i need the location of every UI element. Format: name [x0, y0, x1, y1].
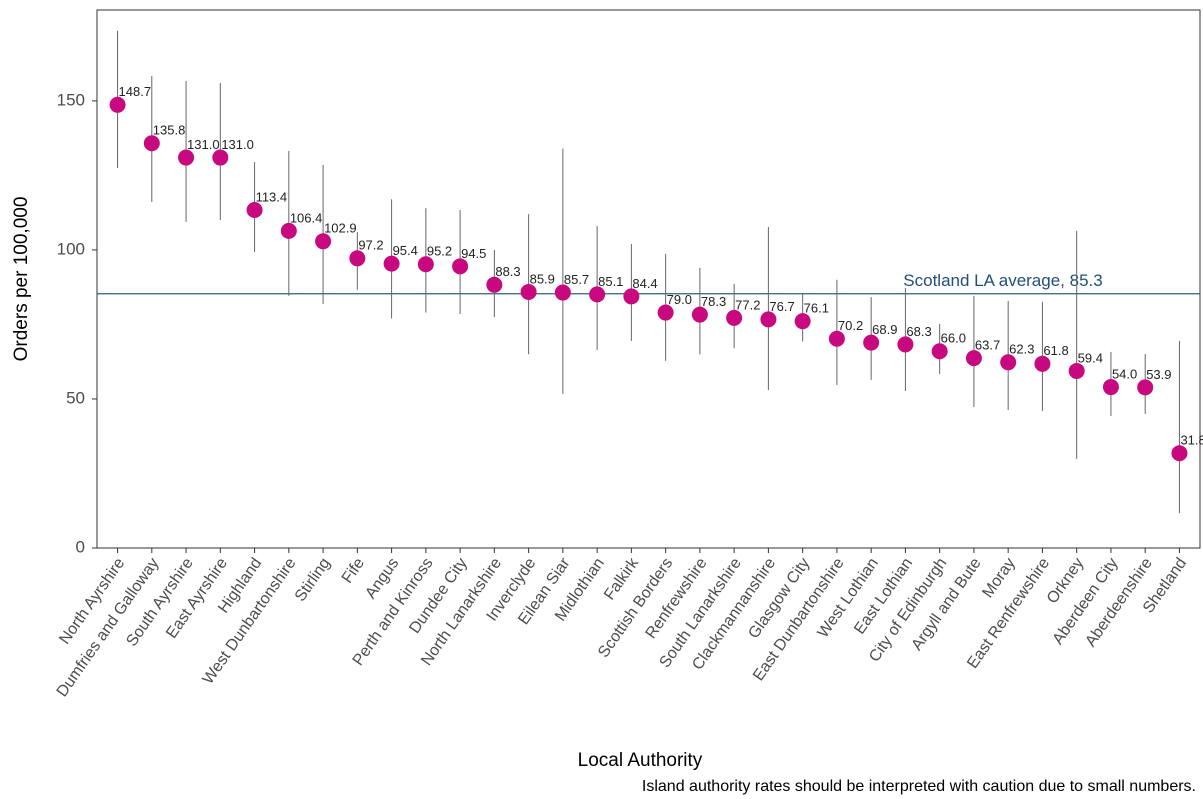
point: [1034, 355, 1051, 372]
point: [897, 336, 914, 353]
point: [1102, 379, 1119, 396]
point: [246, 201, 263, 218]
data-label: 59.4: [1078, 350, 1103, 365]
data-label: 94.5: [461, 246, 486, 261]
point: [486, 276, 503, 293]
data-label: 85.1: [598, 274, 623, 289]
data-label: 79.0: [667, 292, 692, 307]
data-label: 70.2: [838, 318, 863, 333]
data-label: 102.9: [324, 221, 357, 236]
data-label: 62.3: [1009, 342, 1034, 357]
data-label: 88.3: [495, 264, 520, 279]
data-label: 76.7: [769, 299, 794, 314]
point: [931, 343, 948, 360]
caption: Island authority rates should be interpr…: [642, 778, 1196, 795]
data-label: 53.9: [1146, 367, 1171, 382]
data-label: 77.2: [735, 297, 760, 312]
y-axis-title: Orders per 100,000: [11, 197, 32, 362]
data-label: 68.9: [872, 322, 897, 337]
point: [178, 149, 195, 166]
data-label: 78.3: [701, 294, 726, 309]
point: [1068, 362, 1085, 379]
y-tick-label: 150: [57, 90, 85, 109]
data-label: 148.7: [119, 84, 152, 99]
data-label: 61.8: [1043, 343, 1068, 358]
plot-border: [96, 9, 1201, 549]
point: [452, 258, 469, 275]
point: [554, 284, 571, 301]
point: [623, 288, 640, 305]
x-tick-label: Fife: [339, 555, 368, 587]
point: [1171, 445, 1188, 462]
point: [828, 330, 845, 347]
data-label: 84.4: [632, 276, 657, 291]
y-tick-label: 0: [76, 537, 85, 556]
data-label: 131.0: [187, 137, 220, 152]
point: [143, 135, 160, 152]
data-label: 95.2: [427, 244, 452, 259]
point: [315, 233, 332, 250]
y-tick-label: 100: [57, 239, 85, 258]
point: [863, 334, 880, 351]
data-label: 85.9: [530, 271, 555, 286]
point: [383, 255, 400, 272]
point: [520, 283, 537, 300]
data-label: 66.0: [941, 331, 966, 346]
point: [280, 222, 297, 239]
data-label: 131.0: [221, 137, 254, 152]
point: [1000, 354, 1017, 371]
data-label: 106.4: [290, 210, 323, 225]
x-tick-label: Stirling: [292, 555, 334, 605]
x-axis-title: Local Authority: [578, 750, 703, 771]
data-label: 31.8: [1180, 433, 1203, 448]
point: [349, 250, 366, 267]
point: [794, 313, 811, 330]
point: [212, 149, 229, 166]
data-label: 113.4: [256, 189, 288, 204]
data-label: 54.0: [1112, 366, 1137, 381]
point: [691, 306, 708, 323]
point: [589, 286, 606, 303]
data-label: 76.1: [804, 301, 829, 316]
point: [965, 350, 982, 367]
point: [657, 304, 674, 321]
reference-label: Scotland LA average, 85.3: [903, 271, 1102, 290]
point: [760, 311, 777, 328]
y-tick-label: 50: [66, 388, 85, 407]
data-label: 95.4: [393, 243, 418, 258]
point: [417, 256, 434, 273]
data-label: 85.7: [564, 272, 589, 287]
point: [1137, 379, 1154, 396]
data-label: 97.2: [358, 238, 383, 253]
point: [726, 309, 743, 326]
data-label: 63.7: [975, 338, 1000, 353]
point: [109, 96, 126, 113]
data-label: 68.3: [906, 324, 931, 339]
data-label: 135.8: [153, 123, 186, 138]
